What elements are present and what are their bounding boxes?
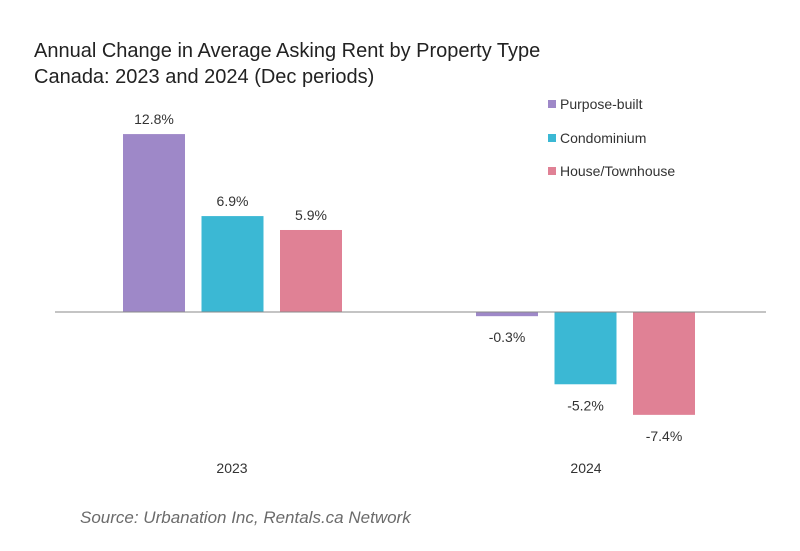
chart-title: Annual Change in Average Asking Rent by …	[34, 40, 541, 62]
legend-swatch	[548, 167, 556, 175]
chart-subtitle: Canada: 2023 and 2024 (Dec periods)	[34, 66, 375, 88]
legend-label: Condominium	[560, 129, 647, 146]
legend-item-condominium: Condominium	[548, 130, 675, 146]
chart-title-block: Annual Change in Average Asking Rent by …	[34, 38, 540, 90]
data-label: 6.9%	[217, 193, 249, 209]
bar	[633, 312, 695, 415]
legend-label: House/Townhouse	[560, 163, 676, 179]
bar	[123, 134, 185, 312]
bar	[201, 216, 264, 312]
legend-item-purpose-built: Purpose-built	[548, 96, 675, 112]
data-label: -0.3%	[489, 329, 526, 345]
data-label: 12.8%	[134, 111, 174, 127]
data-label: -7.4%	[646, 428, 683, 444]
legend-swatch	[548, 133, 556, 142]
legend-swatch	[548, 100, 556, 108]
legend-item-house-townhouse: House/Townhouse	[548, 163, 675, 179]
x-tick-label: 2023	[216, 460, 247, 476]
legend-label: Purpose-built	[560, 96, 643, 112]
data-label: 5.9%	[295, 207, 327, 223]
bar	[280, 229, 342, 312]
bar	[554, 312, 617, 385]
legend: Purpose-built Condominium House/Townhous…	[548, 96, 675, 197]
data-label: -5.2%	[567, 397, 604, 413]
bar	[476, 312, 538, 317]
x-tick-label: 2024	[570, 460, 601, 476]
source-note: Source: Urbanation Inc, Rentals.ca Netwo…	[80, 508, 411, 527]
